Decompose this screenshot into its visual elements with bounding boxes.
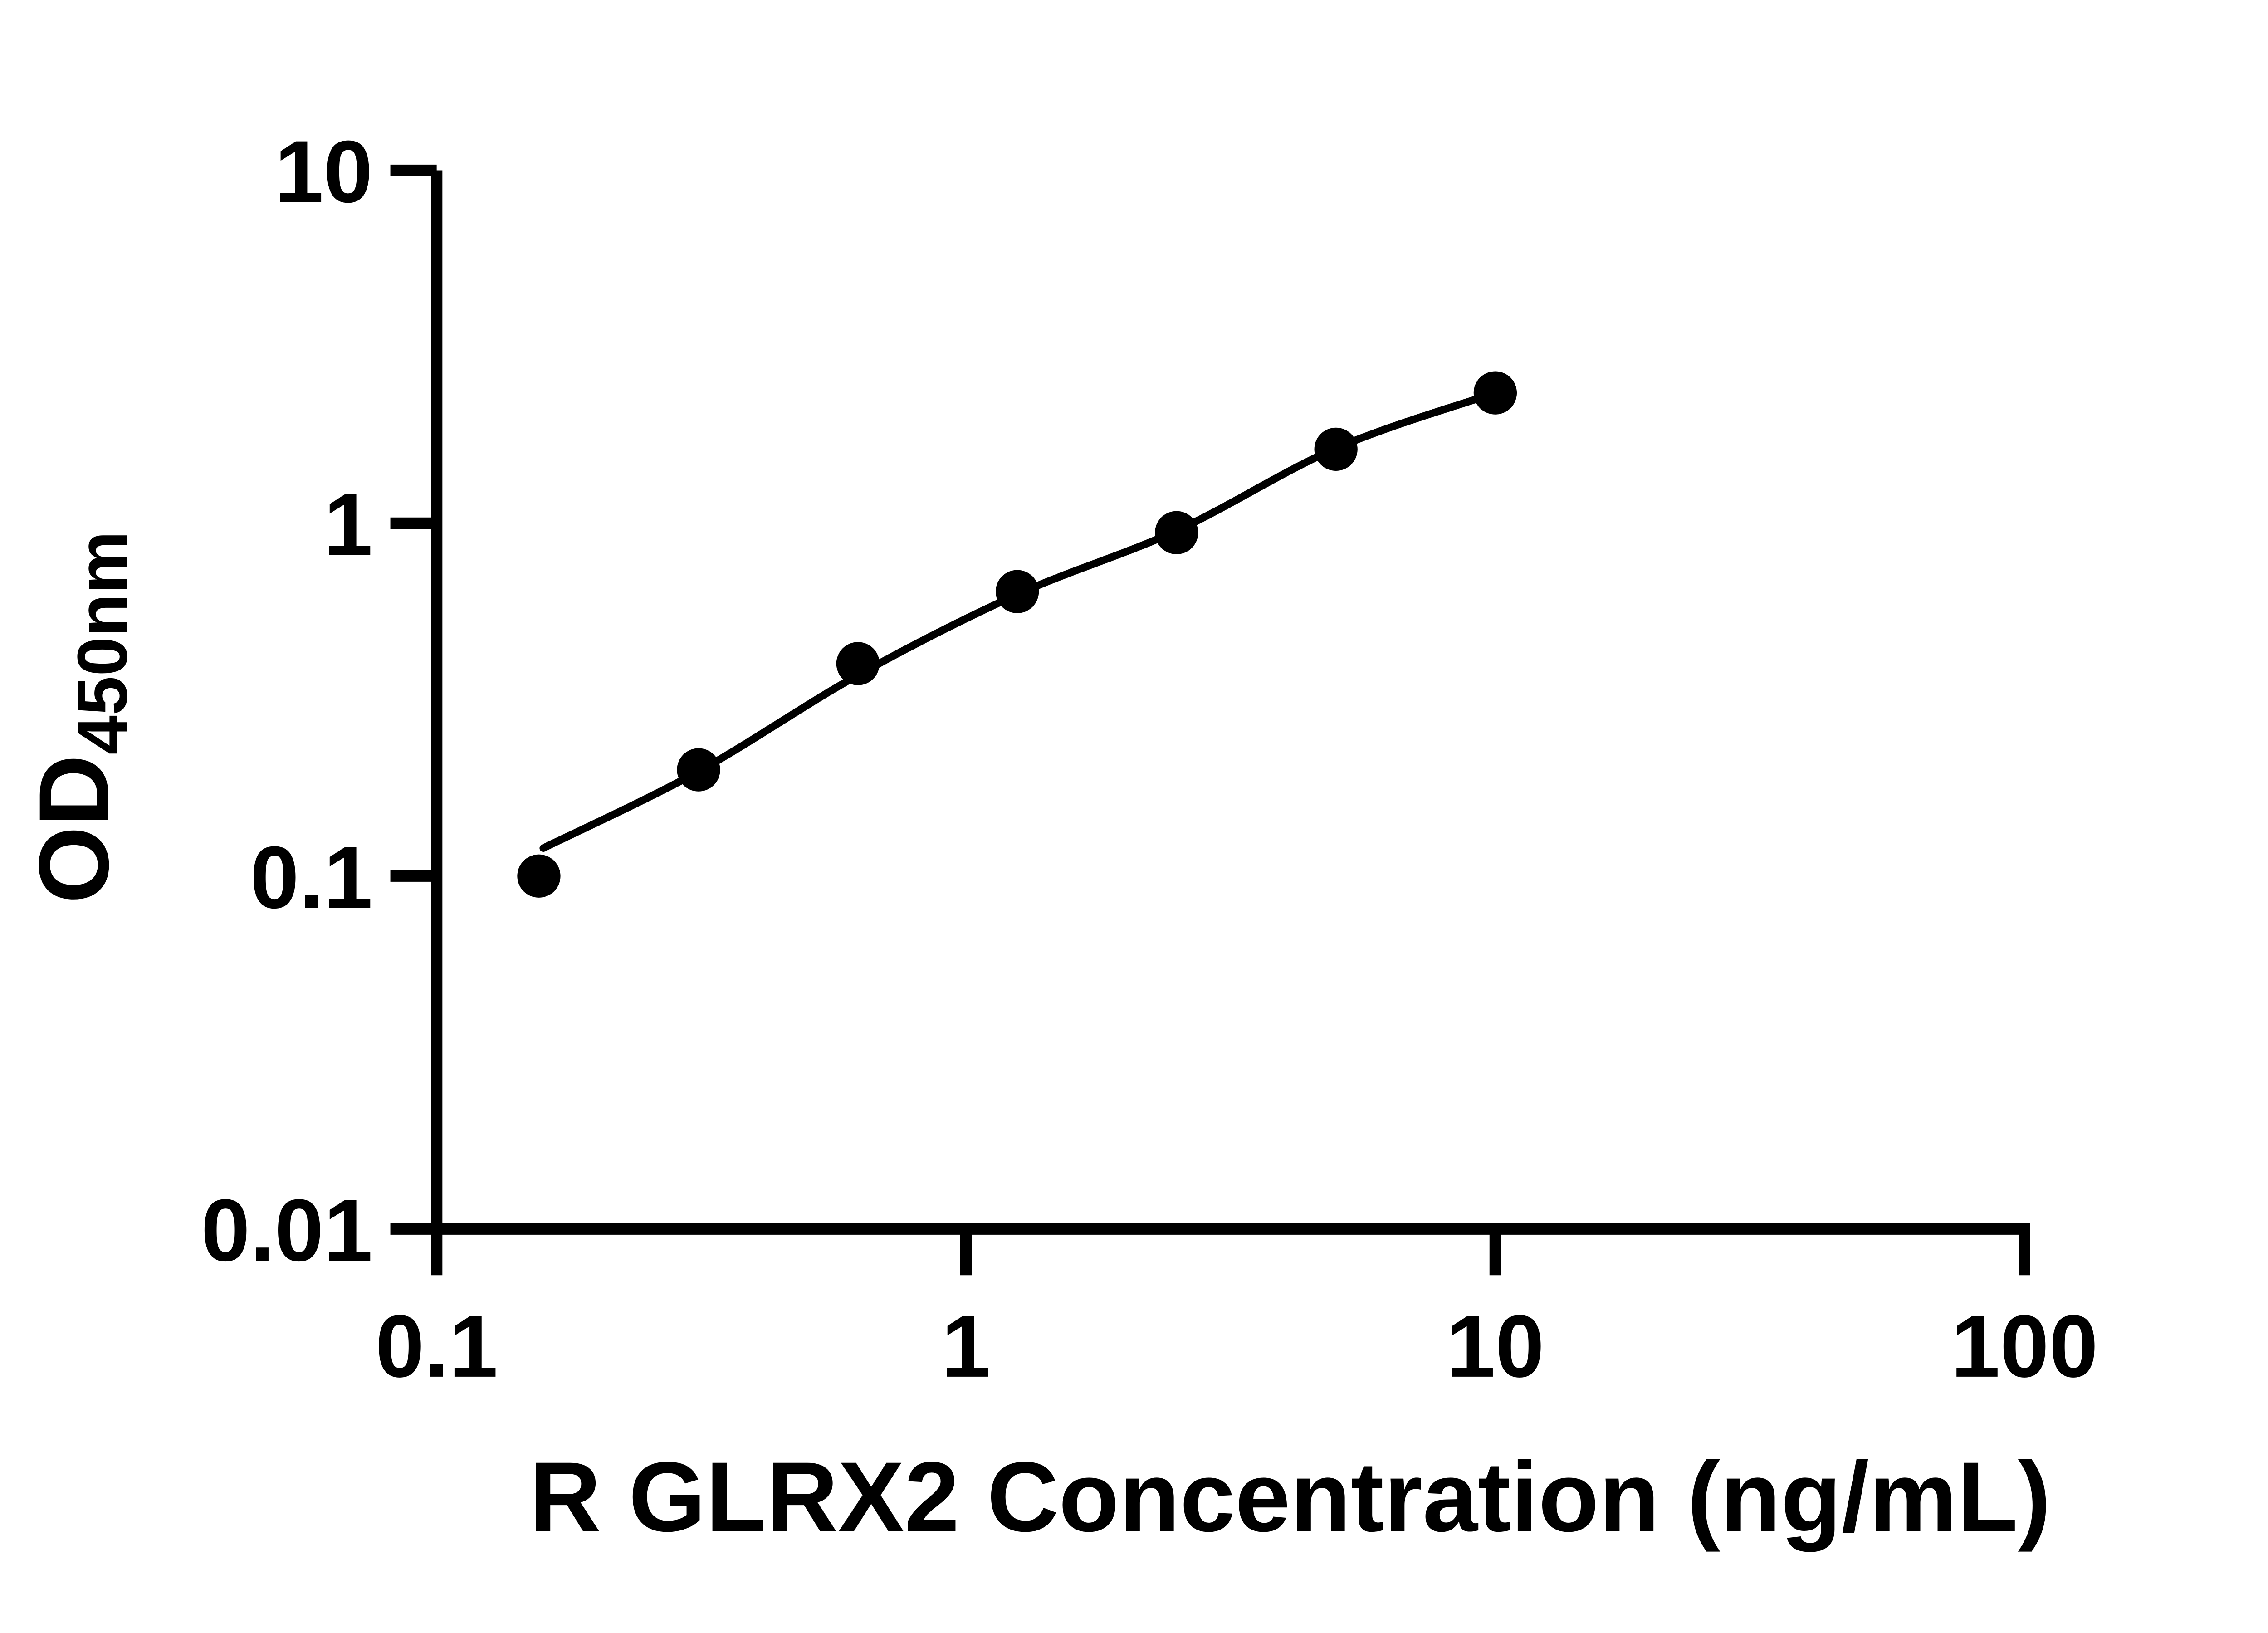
x-tick-label: 100 (1951, 1297, 2098, 1396)
data-point-marker (1473, 371, 1517, 415)
x-tick-label: 1 (941, 1297, 990, 1396)
x-tick-label: 10 (1446, 1297, 1544, 1396)
data-points (517, 371, 1517, 898)
y-axis-title-main: OD (19, 755, 129, 904)
y-axis-tick-labels: 0.01 0.1 1 10 (201, 122, 373, 1280)
data-point-marker (995, 570, 1039, 613)
axis-frame (431, 170, 2030, 1235)
data-point-marker (517, 854, 561, 898)
y-tick-label: 10 (274, 122, 372, 221)
data-point-marker (1155, 511, 1198, 554)
data-point-marker (836, 642, 880, 685)
x-axis-tick-labels: 0.1 1 10 100 (375, 1297, 2098, 1396)
data-point-marker (677, 748, 720, 792)
x-axis-ticks (431, 1229, 2030, 1276)
y-tick-label: 0.01 (201, 1181, 373, 1280)
y-tick-label: 0.1 (250, 828, 372, 927)
y-axis-ticks (390, 164, 437, 1235)
x-tick-label: 0.1 (375, 1297, 498, 1396)
x-axis-title: R GLRX2 Concentration (ng/mL) (529, 1442, 2051, 1552)
data-point-marker (1314, 427, 1358, 471)
y-tick-label: 1 (324, 475, 373, 574)
y-axis-title-subscript: 450nm (63, 531, 142, 755)
y-axis-title: OD450nm (19, 531, 142, 904)
